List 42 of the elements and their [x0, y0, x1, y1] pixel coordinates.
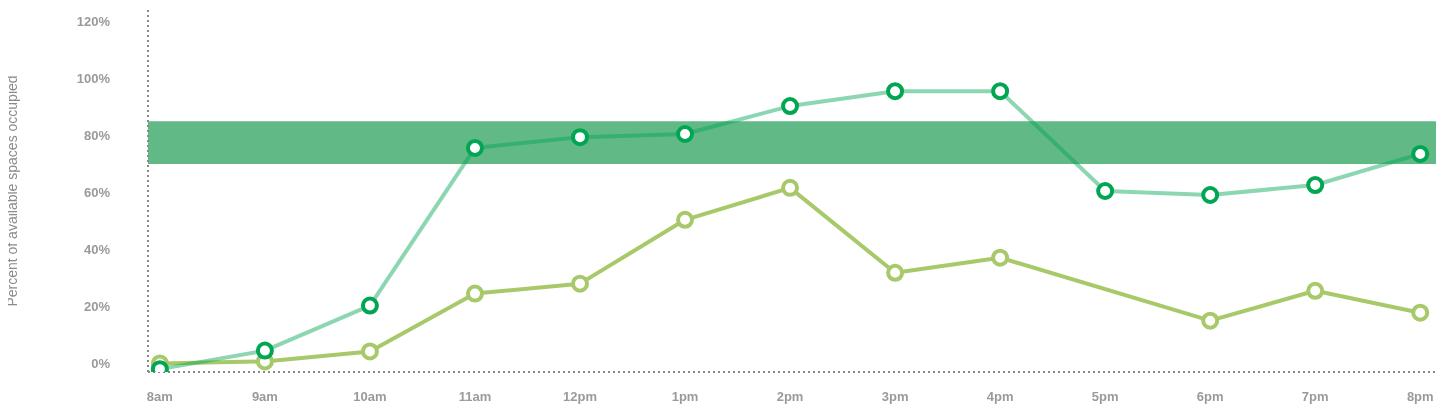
- point: [676, 210, 695, 229]
- x-tick-label: 11am: [458, 389, 492, 405]
- point: [1411, 144, 1430, 163]
- point: [781, 178, 800, 197]
- x-tick-label: 5pm: [1091, 389, 1119, 405]
- x-tick-label: 8pm: [1406, 389, 1434, 405]
- point: [465, 138, 484, 157]
- x-tick-label: 6pm: [1196, 389, 1224, 405]
- y-tick-label: 100%: [76, 71, 111, 87]
- point: [1201, 311, 1220, 330]
- point: [991, 248, 1010, 267]
- point: [1096, 182, 1115, 200]
- x-tick-label: 1pm: [671, 389, 699, 405]
- y-tick-label: 20%: [83, 299, 111, 315]
- point: [1306, 176, 1325, 195]
- point: [570, 128, 589, 147]
- y-tick-label: 60%: [83, 185, 111, 201]
- x-tick-label: 2pm: [776, 389, 804, 405]
- point: [360, 342, 379, 361]
- x-tick-label: 10am: [353, 389, 387, 405]
- y-tick-label: 40%: [83, 242, 111, 258]
- x-tick-label: 3pm: [881, 389, 909, 405]
- x-tick-label: 9am: [251, 389, 278, 405]
- x-tick-label: 8am: [146, 389, 173, 405]
- x-tick-label: 7pm: [1301, 389, 1329, 405]
- point: [465, 284, 484, 303]
- point: [1411, 303, 1430, 322]
- point: [781, 97, 800, 116]
- point: [676, 124, 695, 143]
- point: [255, 341, 274, 360]
- point: [360, 296, 379, 315]
- point: [991, 82, 1010, 101]
- x-tick-label: 4pm: [986, 389, 1014, 405]
- x-tick-label: 12pm: [563, 389, 597, 405]
- y-tick-label: 80%: [83, 128, 111, 144]
- point: [886, 263, 905, 282]
- y-tick-label: 0%: [91, 356, 111, 372]
- point: [886, 82, 905, 101]
- point: [570, 274, 589, 293]
- point: [1306, 281, 1325, 300]
- point: [1201, 185, 1220, 204]
- y-tick-label: 120%: [76, 14, 111, 30]
